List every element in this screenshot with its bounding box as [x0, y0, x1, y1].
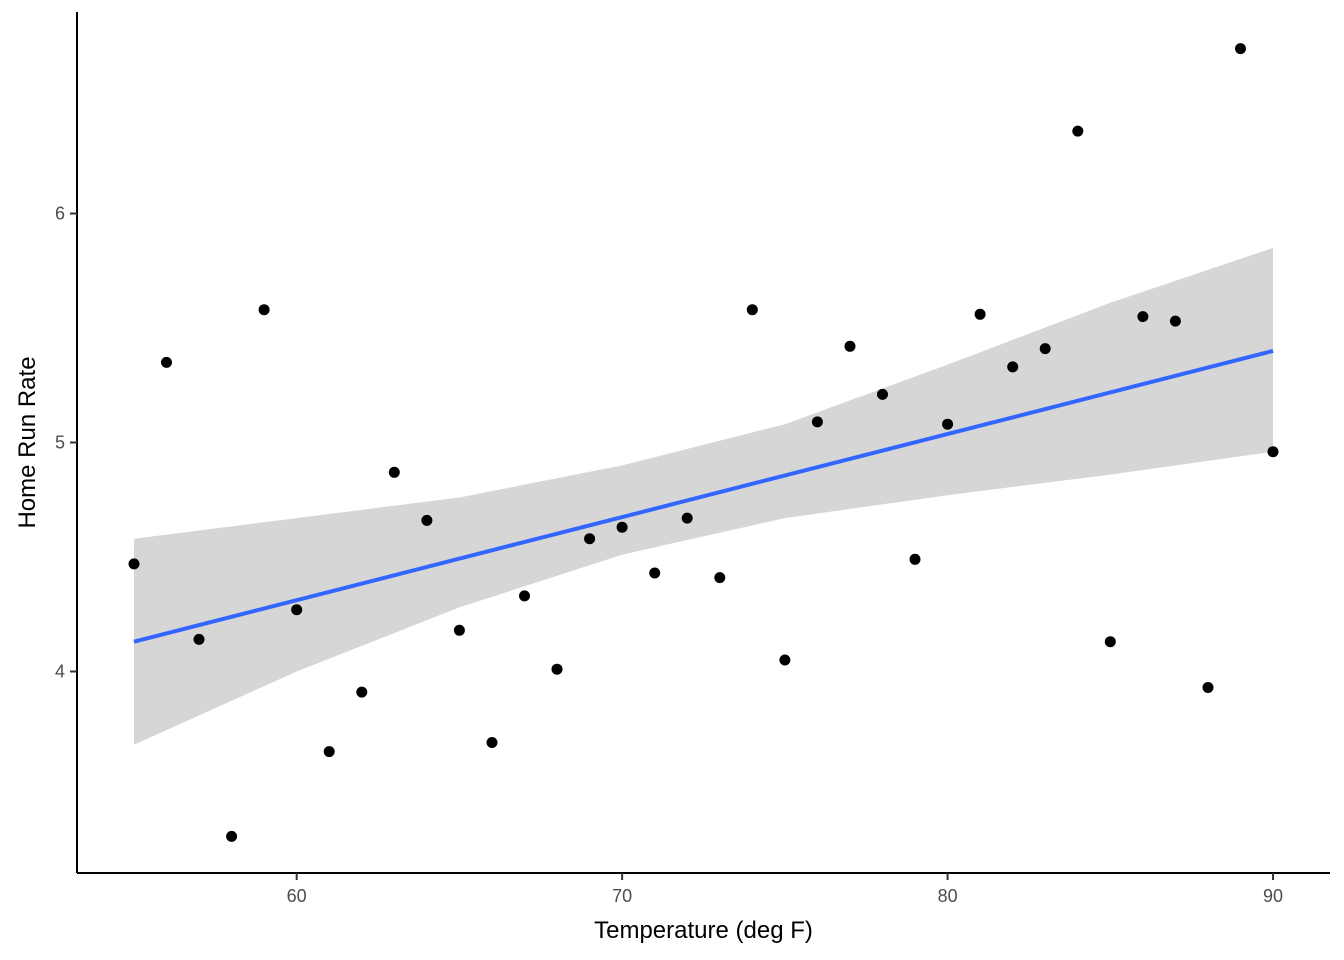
x-tick-label: 70: [612, 886, 632, 906]
data-point: [714, 572, 726, 584]
data-point: [779, 654, 791, 666]
data-point: [681, 512, 693, 524]
data-point: [1235, 43, 1246, 55]
y-axis-ticks: 4 5 6: [55, 204, 77, 681]
data-point: [421, 514, 433, 526]
data-point: [388, 466, 400, 478]
data-point: [1202, 682, 1214, 693]
data-point: [128, 558, 140, 570]
data-point: [486, 737, 498, 748]
x-axis-title: Temperature (deg F): [594, 917, 813, 944]
y-axis-title: Home Run Rate: [14, 356, 41, 528]
data-point: [1039, 343, 1051, 355]
data-point: [811, 416, 823, 428]
data-point: [942, 418, 954, 430]
data-point: [877, 388, 888, 400]
data-point: [844, 340, 856, 352]
data-point: [1104, 636, 1116, 648]
data-point: [746, 304, 758, 316]
data-point: [616, 521, 628, 533]
data-point: [226, 830, 238, 842]
data-point: [974, 308, 986, 320]
x-tick-label: 80: [938, 886, 958, 906]
y-tick-label: 4: [55, 661, 65, 681]
data-point: [1169, 315, 1181, 327]
y-tick-label: 5: [55, 433, 65, 453]
data-point: [193, 633, 205, 645]
data-point: [291, 604, 303, 616]
data-point: [519, 590, 530, 602]
data-point: [323, 746, 335, 758]
data-point: [453, 624, 465, 636]
data-point: [551, 663, 563, 675]
data-point: [258, 304, 270, 316]
data-points: [128, 43, 1279, 842]
plot-panel: [128, 43, 1279, 842]
data-point: [909, 553, 921, 565]
data-point: [584, 533, 596, 545]
data-point: [161, 356, 172, 368]
data-point: [356, 686, 368, 698]
data-point: [1007, 361, 1019, 373]
x-tick-label: 90: [1263, 886, 1283, 906]
data-point: [1267, 446, 1279, 458]
data-point: [1072, 125, 1084, 137]
data-point: [1137, 311, 1149, 323]
x-tick-label: 60: [287, 886, 307, 906]
trend-line: [133, 348, 1274, 644]
y-tick-label: 6: [55, 204, 65, 224]
data-point: [649, 567, 661, 579]
x-axis-ticks: 60 70 80 90: [287, 873, 1283, 906]
